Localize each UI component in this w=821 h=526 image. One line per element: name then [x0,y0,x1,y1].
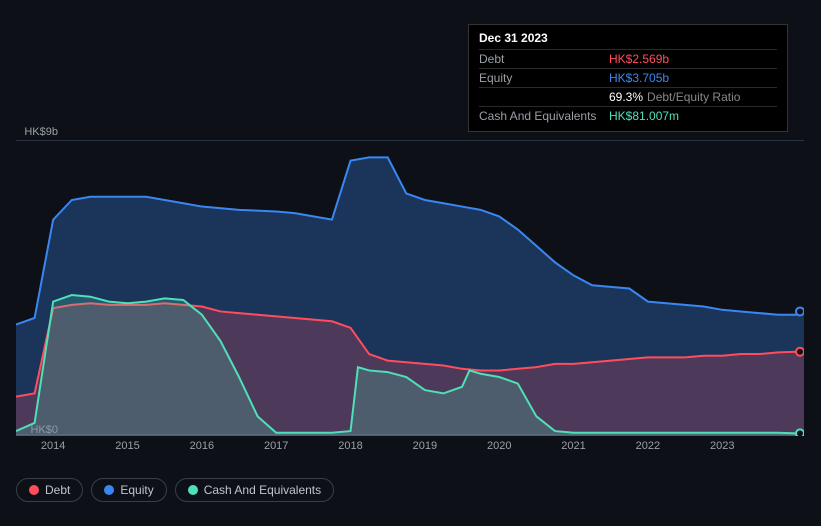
tooltip-row-value: 69.3% [609,90,643,104]
legend-dot-icon [188,485,198,495]
tooltip-row: DebtHK$2.569b [479,49,777,68]
tooltip-row-label: Equity [479,71,609,85]
tooltip-row-suffix: Debt/Equity Ratio [647,90,740,104]
legend-dot-icon [104,485,114,495]
x-tick: 2015 [115,440,139,452]
x-axis: 2014 2015 2016 2017 2018 2019 2020 2021 2022 2023 [16,440,804,460]
tooltip-row-label: Cash And Equivalents [479,109,609,123]
tooltip-row-value: HK$2.569b [609,52,669,66]
chart-tooltip: Dec 31 2023 DebtHK$2.569bEquityHK$3.705b… [468,24,788,132]
tooltip-row: Cash And EquivalentsHK$81.007m [479,106,777,125]
x-tick: 2018 [338,440,362,452]
x-tick: 2020 [487,440,511,452]
x-tick: 2014 [41,440,65,452]
chart-svg [16,141,804,436]
tooltip-row-label: Debt [479,52,609,66]
y-axis-label-top: HK$9b [18,126,58,138]
tooltip-row: 69.3% Debt/Equity Ratio [479,87,777,106]
chart-legend: Debt Equity Cash And Equivalents [16,478,334,502]
x-tick: 2019 [413,440,437,452]
x-tick: 2023 [710,440,734,452]
legend-item[interactable]: Cash And Equivalents [175,478,334,502]
legend-item[interactable]: Debt [16,478,83,502]
legend-label: Debt [45,483,70,497]
legend-label: Cash And Equivalents [204,483,321,497]
tooltip-row-value: HK$3.705b [609,71,669,85]
legend-dot-icon [29,485,39,495]
tooltip-date: Dec 31 2023 [479,31,777,49]
chart-plot-area[interactable] [16,140,804,435]
x-tick: 2016 [190,440,214,452]
x-tick: 2022 [636,440,660,452]
legend-item[interactable]: Equity [91,478,166,502]
legend-label: Equity [120,483,153,497]
tooltip-row: EquityHK$3.705b [479,68,777,87]
x-tick: 2017 [264,440,288,452]
x-tick: 2021 [561,440,585,452]
tooltip-row-label [479,90,609,104]
tooltip-row-value: HK$81.007m [609,109,679,123]
